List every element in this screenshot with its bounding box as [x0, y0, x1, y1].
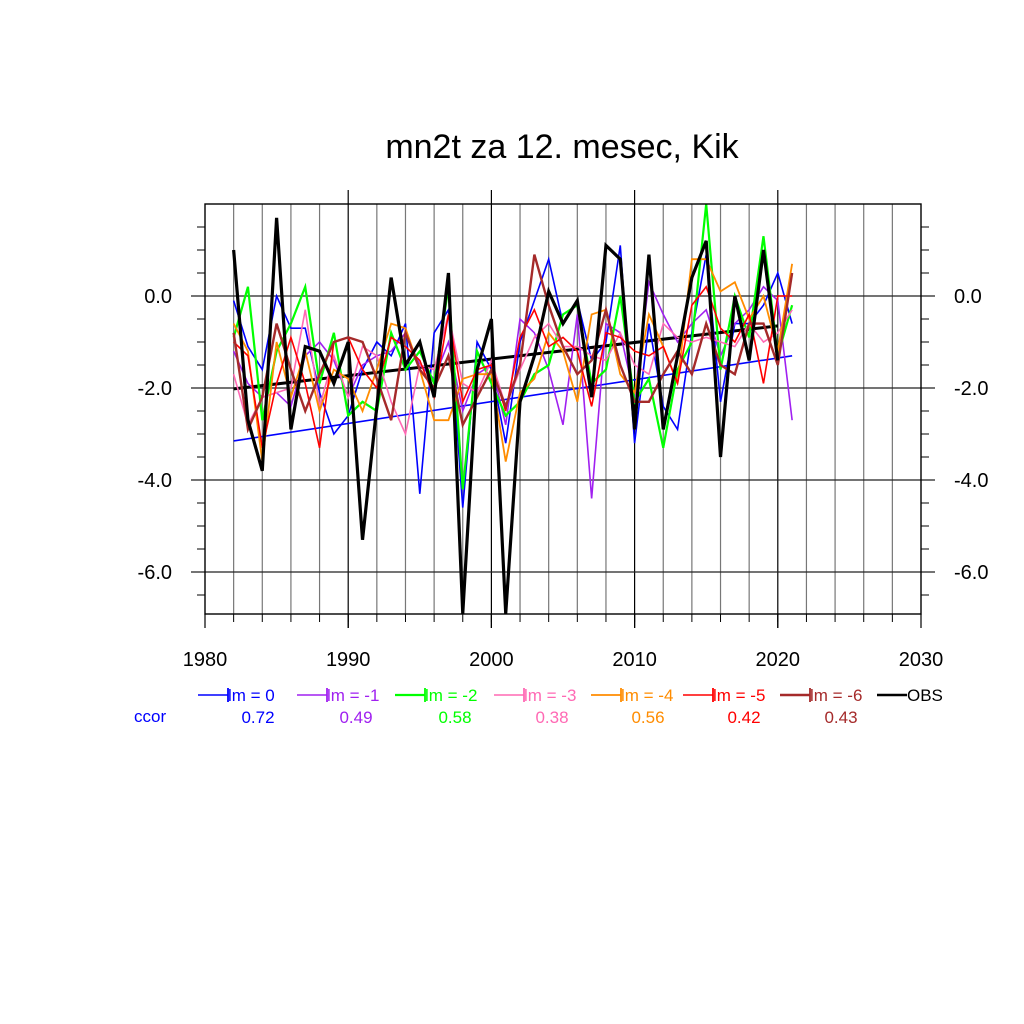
legend-label: lm = -6 — [810, 686, 862, 705]
plot-frame — [204, 203, 922, 615]
legend-label: lm = -4 — [621, 686, 673, 705]
x-tick-label: 2000 — [469, 649, 514, 671]
x-tick-label: 1980 — [183, 649, 228, 671]
trend-lines — [233, 324, 793, 442]
y-tick-label-right: 0.0 — [954, 286, 982, 308]
plot-border — [204, 203, 922, 615]
legend-item: lm = -3 0.38 — [494, 686, 576, 727]
y-tick-label-left: -2.0 — [138, 378, 172, 400]
x-tick-label: 2030 — [899, 649, 944, 671]
ccor-label: ccor — [134, 707, 166, 726]
y-tick-label-left: -6.0 — [138, 562, 172, 584]
y-tick-label-right: -4.0 — [954, 470, 988, 492]
series-line — [232, 254, 794, 434]
legend-item: lm = -1 0.49 — [297, 686, 379, 727]
legend-label: lm = -1 — [327, 686, 379, 705]
trend-line — [233, 324, 778, 391]
ccor-value: 0.72 — [241, 708, 274, 727]
series-line — [232, 203, 794, 490]
y-tick-label-right: -6.0 — [954, 562, 988, 584]
legend-item: lm = -2 0.58 — [395, 686, 477, 727]
grid — [191, 190, 935, 628]
y-tick-label-right: -2.0 — [954, 378, 988, 400]
legend-label: lm = 0 — [228, 686, 275, 705]
x-tick-label: 2010 — [612, 649, 657, 671]
ccor-value: 0.49 — [339, 708, 372, 727]
legend-label: lm = -3 — [524, 686, 576, 705]
x-tick-label: 1990 — [326, 649, 371, 671]
ccor-value: 0.42 — [727, 708, 760, 727]
y-tick-label-left: -4.0 — [138, 470, 172, 492]
legend-label: lm = -5 — [713, 686, 765, 705]
ccor-value: 0.56 — [631, 708, 664, 727]
series-lines — [232, 203, 794, 614]
ccor-value: 0.43 — [824, 708, 857, 727]
series-line — [232, 245, 793, 508]
y-tick-label-left: 0.0 — [144, 286, 172, 308]
ccor-value: 0.38 — [535, 708, 568, 727]
trend-line — [233, 355, 793, 442]
legend-item: lm = -4 0.56 — [591, 686, 673, 727]
chart-title: mn2t za 12. mesec, Kik — [385, 128, 739, 166]
legend-label: lm = -2 — [425, 686, 477, 705]
x-tick-label: 2020 — [756, 649, 801, 671]
legend-item: OBS — [877, 686, 943, 705]
axis-ticks: 1980 1990 2000 2010 2020 2030 0.0 0.0 -2.0 -2.0 -4… — [138, 226, 988, 671]
series-line — [233, 285, 793, 448]
legend-item: lm = -5 0.42 — [683, 686, 765, 727]
legend-item: lm = 0 0.72 — [198, 686, 275, 727]
ccor-value: 0.58 — [438, 708, 471, 727]
legend-item: lm = -6 0.43 — [780, 686, 862, 727]
legend-label: OBS — [907, 686, 943, 705]
